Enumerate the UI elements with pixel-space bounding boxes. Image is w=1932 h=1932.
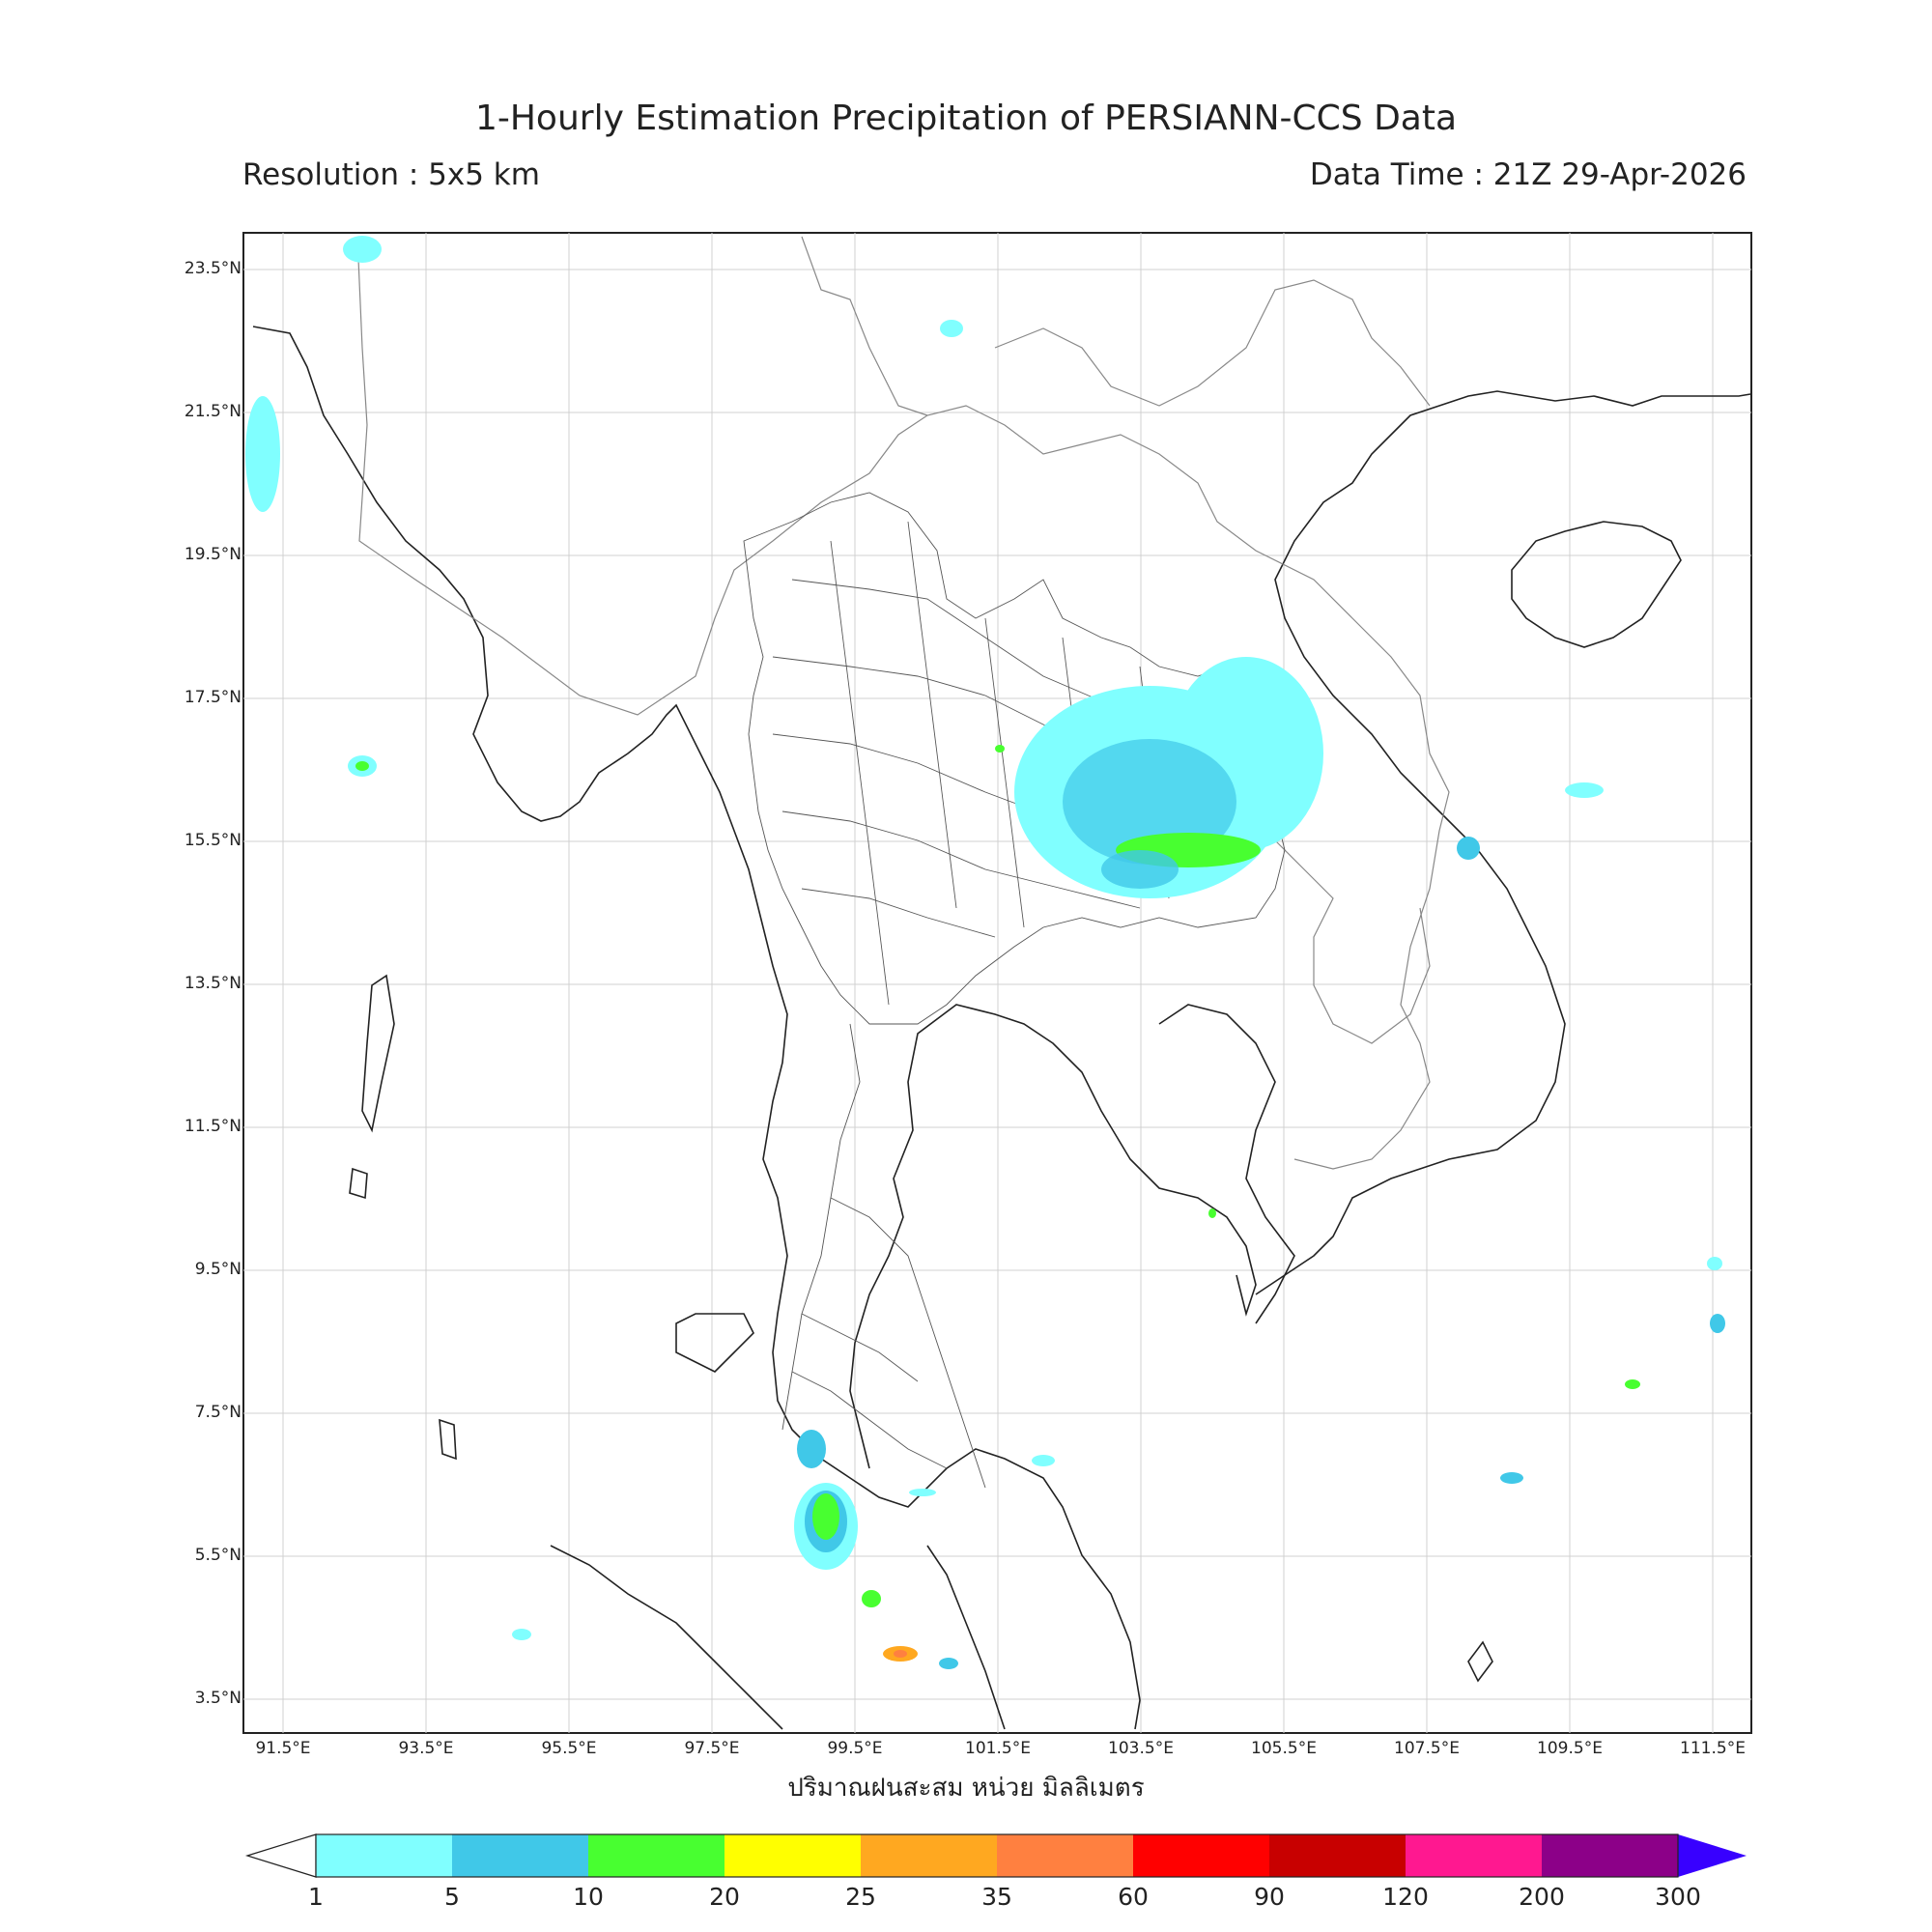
lat-tick-label: 9.5°N — [194, 1260, 242, 1279]
precipitation-cells — [245, 236, 1725, 1669]
colorbar-segment — [1133, 1834, 1269, 1877]
lat-tick-label: 5.5°N — [194, 1546, 242, 1565]
country-borders — [356, 236, 1450, 1170]
lat-tick-label: 19.5°N — [184, 545, 242, 564]
lat-tick-label: 3.5°N — [194, 1689, 242, 1708]
colorbar-segment — [1269, 1834, 1406, 1877]
coastlines — [252, 326, 1751, 1730]
lat-tick-label: 17.5°N — [184, 688, 242, 707]
colorbar-segment — [1542, 1834, 1678, 1877]
colorbar — [244, 1833, 1747, 1878]
lat-tick-label: 13.5°N — [184, 974, 242, 993]
lat-tick-label: 21.5°N — [184, 402, 242, 421]
colorbar-lower-arrow — [244, 1833, 317, 1878]
colorbar-caption: ปริมาณฝนสะสม หน่วย มิลลิเมตร — [787, 1774, 1145, 1803]
rain-cell-myanmar-west — [245, 396, 280, 512]
resolution-label: Resolution : 5x5 km — [242, 157, 540, 192]
colorbar-tick-label: 200 — [1519, 1883, 1565, 1911]
lon-tick-label: 111.5°E — [1680, 1739, 1746, 1758]
colorbar-tick-label: 120 — [1382, 1883, 1429, 1911]
lat-tick-label: 15.5°N — [184, 831, 242, 850]
gridlines — [243, 233, 1751, 1733]
colorbar-tick-label: 20 — [709, 1883, 740, 1911]
colorbar-segment — [452, 1834, 588, 1877]
lon-tick-label: 109.5°E — [1537, 1739, 1603, 1758]
colorbar-tick-label: 10 — [573, 1883, 604, 1911]
colorbar-segment — [861, 1834, 997, 1877]
colorbar-segment — [1406, 1834, 1542, 1877]
lat-tick-label: 23.5°N — [184, 259, 242, 278]
map-title: 1-Hourly Estimation Precipitation of PER… — [474, 99, 1458, 138]
lon-tick-label: 97.5°E — [684, 1739, 740, 1758]
lon-tick-label: 93.5°E — [398, 1739, 454, 1758]
lon-tick-label: 105.5°E — [1251, 1739, 1317, 1758]
colorbar-tick-label: 300 — [1655, 1883, 1701, 1911]
colorbar-segment — [588, 1834, 724, 1877]
lon-tick-label: 99.5°E — [827, 1739, 883, 1758]
lat-tick-label: 7.5°N — [194, 1403, 242, 1422]
lon-tick-label: 95.5°E — [541, 1739, 597, 1758]
colorbar-tick-label: 60 — [1118, 1883, 1149, 1911]
colorbar-tick-label: 1 — [308, 1883, 324, 1911]
colorbar-tick-label: 5 — [444, 1883, 460, 1911]
colorbar-upper-arrow — [1678, 1834, 1747, 1877]
colorbar-tick-label: 35 — [981, 1883, 1012, 1911]
colorbar-outline — [315, 1833, 1679, 1878]
colorbar-tick-label: 25 — [845, 1883, 876, 1911]
lon-tick-label: 103.5°E — [1108, 1739, 1174, 1758]
colorbar-segment — [724, 1834, 861, 1877]
colorbar-tick-label: 90 — [1254, 1883, 1285, 1911]
lon-tick-label: 91.5°E — [255, 1739, 311, 1758]
colorbar-segment — [316, 1834, 452, 1877]
data-time-label: Data Time : 21Z 29-Apr-2026 — [1309, 157, 1747, 192]
colorbar-segment — [997, 1834, 1133, 1877]
lat-tick-label: 11.5°N — [184, 1117, 242, 1136]
lon-tick-label: 107.5°E — [1394, 1739, 1460, 1758]
lon-tick-label: 101.5°E — [965, 1739, 1031, 1758]
